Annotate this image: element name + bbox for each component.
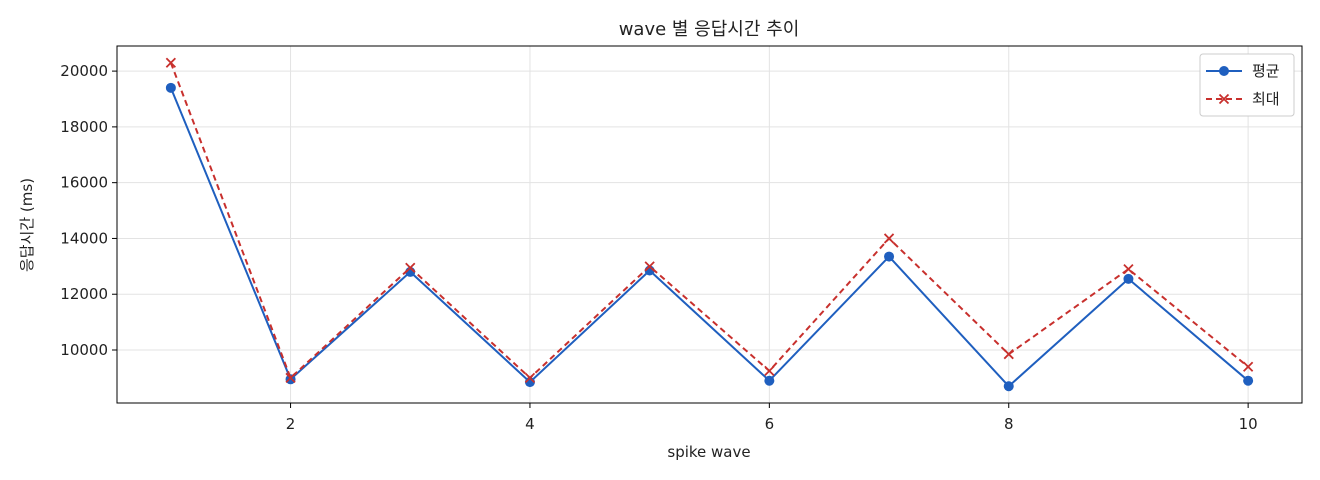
legend-box — [1199, 53, 1295, 117]
data-point — [1123, 263, 1134, 275]
legend-label: 최대 — [1252, 90, 1280, 108]
legend-marker — [1218, 93, 1230, 105]
y-tick-label: 20000 — [60, 62, 108, 80]
tick-layer: 2 4 6 8 10 10000 12000 14000 16000 18000 20000 — [60, 62, 1257, 433]
data-point — [883, 233, 895, 244]
plot-frame — [116, 45, 1303, 404]
y-tick-label: 10000 — [60, 341, 108, 359]
x-tick-label: 2 — [286, 415, 296, 433]
y-axis-label: 응답시간 (ms) — [18, 178, 36, 272]
x-tick-label: 8 — [1004, 415, 1014, 433]
legend-label: 평균 — [1252, 62, 1280, 80]
data-point — [285, 372, 296, 384]
data-point — [1123, 273, 1134, 284]
data-point — [764, 365, 775, 377]
data-point — [1243, 375, 1254, 386]
x-axis-label: spike wave — [667, 443, 750, 461]
series-2 — [165, 57, 1254, 384]
data-point — [644, 261, 655, 272]
chart-title: wave 별 응답시간 추이 — [619, 19, 800, 40]
y-tick-label: 18000 — [60, 118, 108, 136]
data-point — [884, 251, 895, 262]
series-1 — [165, 82, 1254, 392]
data-point — [764, 375, 775, 386]
data-point — [405, 262, 416, 273]
grid-layer — [117, 46, 1302, 403]
data-point — [1003, 349, 1014, 360]
series-layer — [165, 57, 1254, 392]
legend-marker — [1219, 66, 1229, 76]
y-tick-label: 12000 — [60, 285, 108, 303]
data-point — [165, 82, 176, 93]
data-point — [1243, 361, 1254, 372]
x-tick-label: 6 — [765, 415, 775, 433]
y-tick-label: 14000 — [60, 229, 108, 247]
data-point — [524, 372, 536, 384]
x-tick-label: 4 — [525, 415, 535, 433]
x-tick-label: 10 — [1239, 415, 1258, 433]
series-line — [169, 87, 1249, 388]
y-tick-label: 16000 — [60, 174, 108, 192]
series-line — [169, 62, 1249, 379]
data-point — [165, 57, 177, 68]
data-point — [1003, 381, 1014, 392]
data-point — [285, 374, 296, 385]
